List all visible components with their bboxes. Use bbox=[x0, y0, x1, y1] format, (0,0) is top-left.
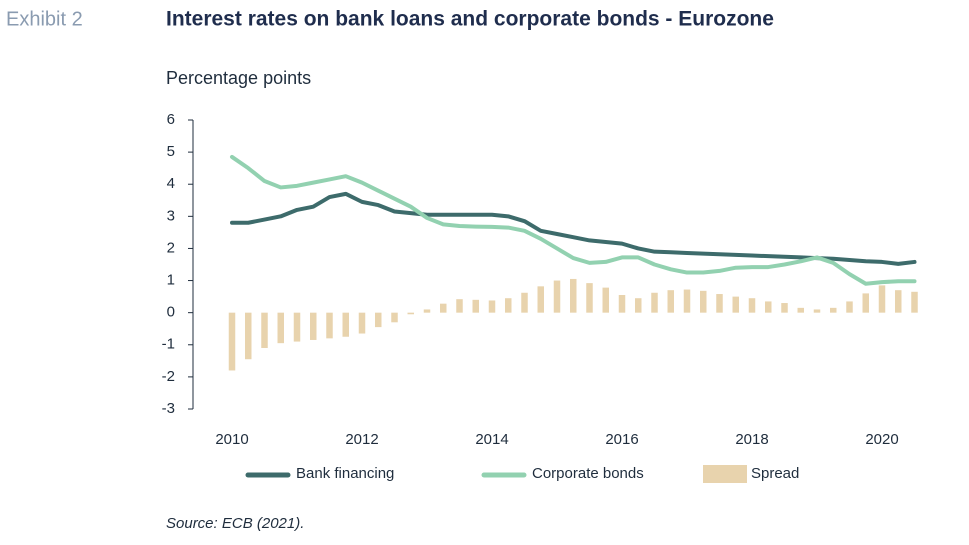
y-tick-label: 2 bbox=[167, 239, 175, 256]
y-tick-label: 4 bbox=[167, 175, 175, 192]
source-note: Source: ECB (2021). bbox=[166, 515, 304, 532]
spread-bar bbox=[391, 312, 398, 323]
line-series bbox=[230, 191, 917, 266]
x-tick-label: 2018 bbox=[735, 431, 768, 448]
spread-bar bbox=[895, 290, 902, 313]
y-axis-label: Percentage points bbox=[166, 68, 311, 88]
spread-bar bbox=[440, 303, 447, 313]
spread-bar bbox=[553, 280, 561, 313]
y-tick-label: 0 bbox=[167, 304, 175, 321]
y-tick-label: -3 bbox=[162, 400, 175, 417]
spread-bar bbox=[472, 299, 479, 313]
spread-bar bbox=[261, 312, 268, 348]
line-series bbox=[230, 154, 917, 286]
spread-bar bbox=[732, 296, 739, 313]
spread-bar bbox=[683, 289, 691, 313]
y-tick-label: 3 bbox=[167, 207, 175, 224]
legend-swatch bbox=[703, 465, 747, 483]
chart-title: Interest rates on bank loans and corpora… bbox=[166, 8, 774, 31]
x-tick-label: 2010 bbox=[215, 431, 248, 448]
spread-bar bbox=[602, 287, 609, 313]
spread-bar bbox=[878, 285, 886, 313]
spread-bar bbox=[228, 312, 236, 371]
spread-bar bbox=[651, 292, 658, 313]
spread-bar bbox=[618, 295, 626, 313]
spread-bar bbox=[862, 293, 869, 313]
x-tick-label: 2014 bbox=[475, 431, 508, 448]
spread-bar bbox=[326, 312, 333, 339]
spread-bar bbox=[765, 301, 772, 313]
spread-bar bbox=[456, 299, 463, 313]
spread-bar bbox=[635, 298, 642, 313]
spread-bar bbox=[570, 278, 577, 313]
y-tick-label: 6 bbox=[167, 111, 175, 128]
spread-bar bbox=[245, 312, 252, 360]
spread-bar bbox=[423, 309, 431, 313]
spread-bar bbox=[293, 312, 301, 342]
spread-bar bbox=[586, 283, 593, 313]
y-tick-label: 5 bbox=[167, 143, 175, 160]
spread-bar bbox=[521, 292, 528, 313]
spread-bar bbox=[277, 312, 284, 344]
spread-bar bbox=[310, 312, 317, 340]
spread-bar bbox=[716, 294, 723, 313]
legend-label: Spread bbox=[751, 465, 799, 482]
spread-bar bbox=[537, 286, 544, 313]
x-tick-label: 2012 bbox=[345, 431, 378, 448]
spread-bar bbox=[830, 307, 837, 313]
spread-bar bbox=[846, 301, 853, 313]
spread-bar bbox=[505, 298, 512, 313]
spread-bar bbox=[358, 312, 366, 334]
y-tick-label: -1 bbox=[162, 336, 175, 353]
y-tick-label: 1 bbox=[167, 272, 175, 289]
exhibit-label: Exhibit 2 bbox=[6, 8, 83, 30]
spread-bar bbox=[342, 312, 349, 337]
spread-bar bbox=[781, 303, 788, 313]
spread-bar bbox=[375, 312, 382, 328]
spread-bar bbox=[797, 307, 804, 313]
x-tick-label: 2020 bbox=[865, 431, 898, 448]
spread-bar bbox=[700, 290, 707, 313]
x-tick-label: 2016 bbox=[605, 431, 638, 448]
spread-bar bbox=[813, 309, 821, 313]
y-tick-label: -2 bbox=[162, 368, 175, 385]
spread-bar bbox=[911, 291, 918, 313]
spread-bar bbox=[407, 312, 414, 315]
legend-label: Corporate bonds bbox=[532, 465, 644, 482]
legend-label: Bank financing bbox=[296, 465, 394, 482]
spread-bar bbox=[488, 300, 496, 313]
spread-bar bbox=[667, 290, 674, 313]
spread-bar bbox=[748, 298, 756, 313]
